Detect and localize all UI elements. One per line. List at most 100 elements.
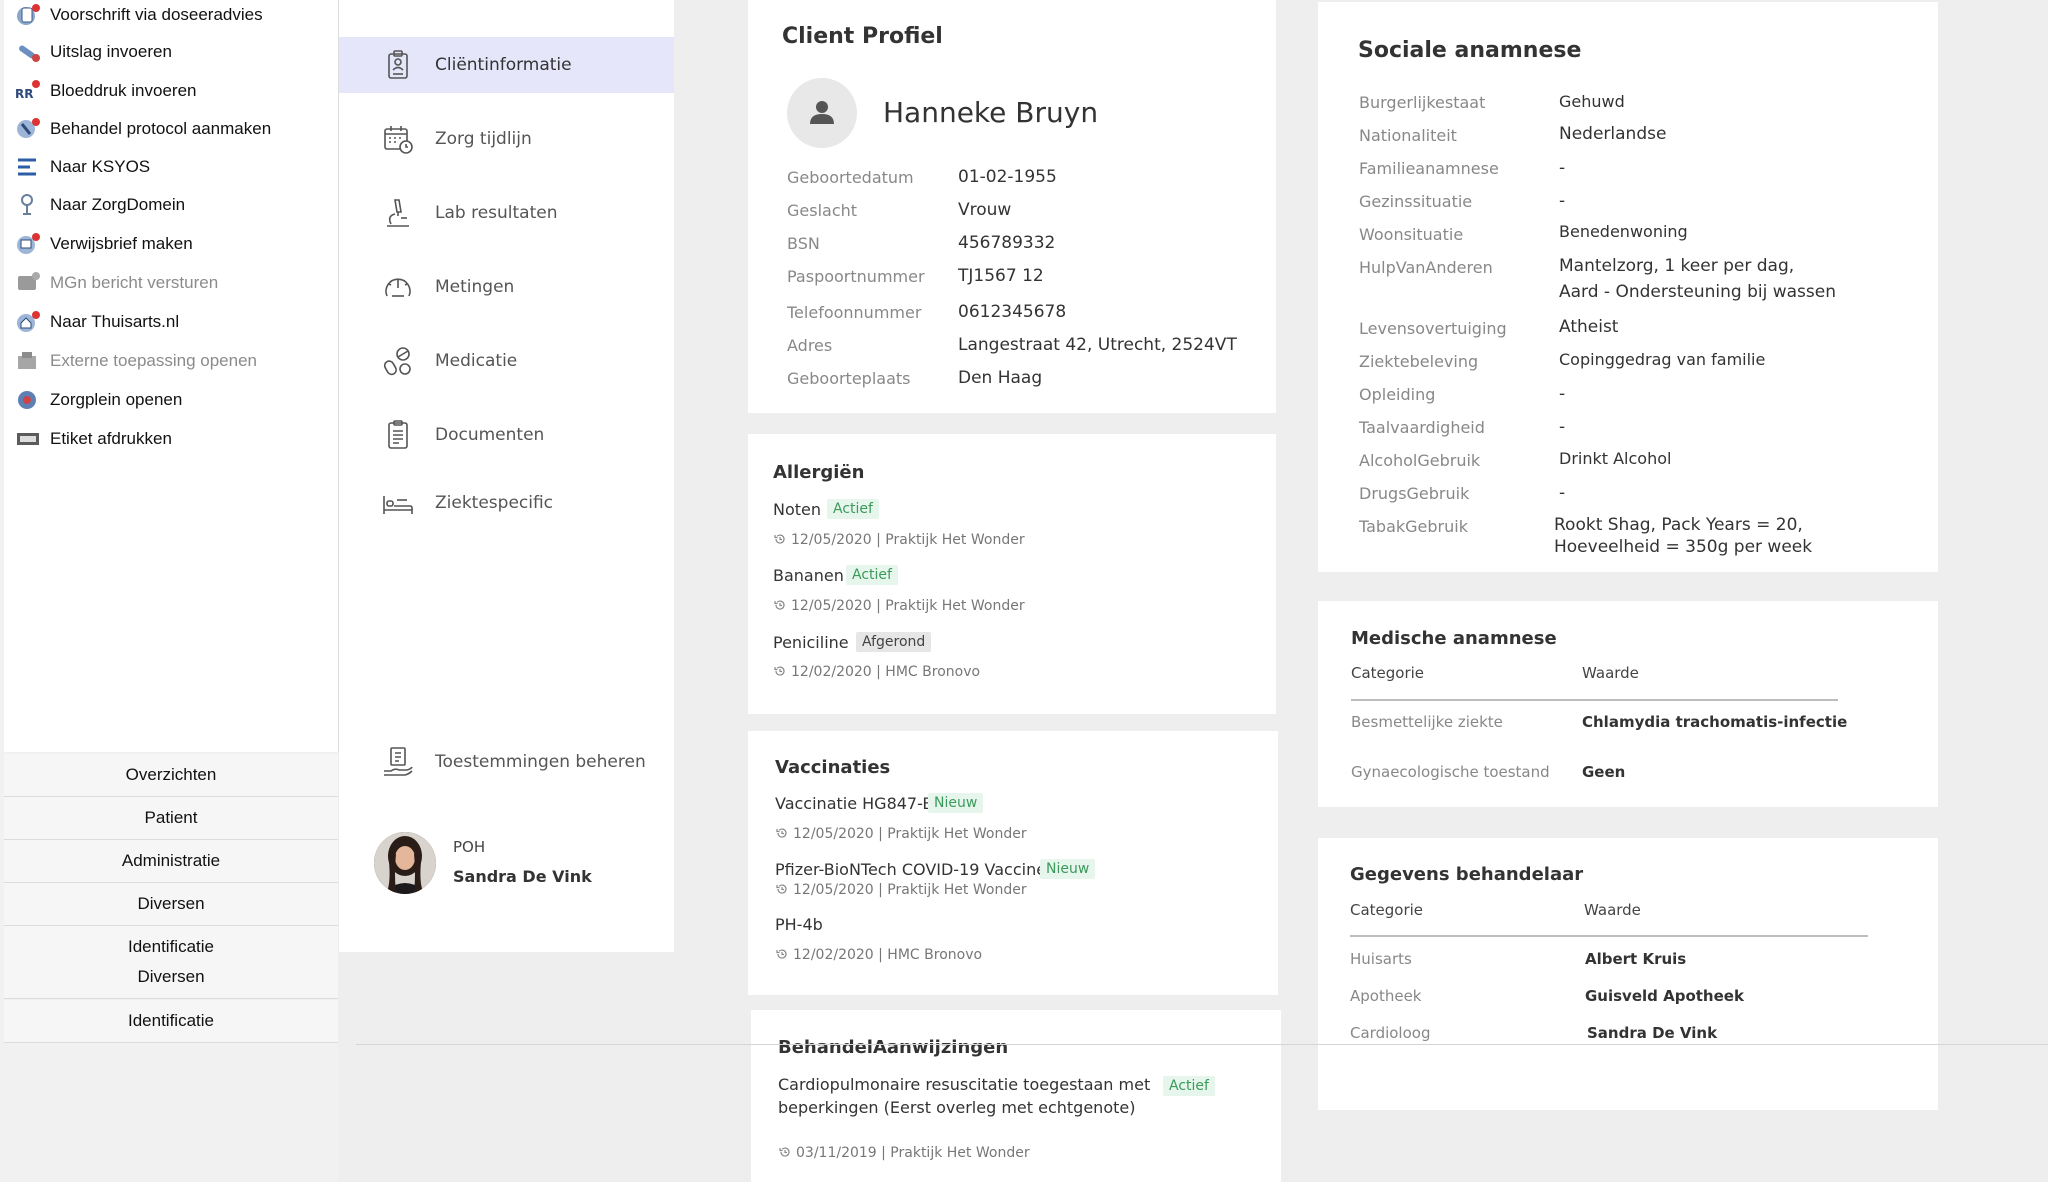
field-value-line2: Aard - Ondersteuning bij wassen — [1559, 282, 1836, 302]
field-value: Gehuwd — [1559, 92, 1625, 111]
menu-item-external-app[interactable]: Externe toepassing openen — [14, 346, 257, 376]
external-app-icon — [14, 348, 42, 374]
field-value: Drinkt Alcohol — [1559, 449, 1672, 468]
history-icon — [776, 828, 787, 838]
directive-meta: 03/11/2019 | Praktijk Het Wonder — [778, 1145, 1030, 1161]
field-label: Gezinssituatie — [1359, 192, 1473, 211]
history-icon — [774, 534, 785, 544]
menu-item-ksyos[interactable]: Naar KSYOS — [14, 152, 150, 182]
menu-item-lab-result[interactable]: Uitslag invoeren — [14, 37, 172, 67]
status-badge: Actief — [846, 565, 898, 585]
social-history-card: Sociale anamnese Burgerlijkestaat Gehuwd… — [1318, 2, 1938, 572]
history-icon — [779, 1147, 790, 1157]
field-value: Copinggedrag van familie — [1559, 350, 1766, 369]
field-label: DrugsGebruik — [1359, 484, 1470, 503]
medical-history-title: Medische anamnese — [1351, 628, 1557, 649]
medical-history-card: Medische anamnese Categorie Waarde Besme… — [1318, 601, 1938, 807]
print-label-icon — [14, 426, 42, 452]
allergy-meta: 12/02/2020 | HMC Bronovo — [773, 664, 980, 680]
menu-item-blood-pressure[interactable]: RR Bloeddruk invoeren — [14, 76, 196, 106]
menu-item-prescription[interactable]: Voorschrift via doseeradvies — [14, 0, 263, 30]
treatment-directives-card: BehandelAanwijzingen Cardiopulmonaire re… — [751, 1010, 1281, 1182]
directive-text-line2: beperkingen (Eerst overleg met echtgenot… — [778, 1098, 1136, 1117]
menu-item-print-label[interactable]: Etiket afdrukken — [14, 424, 172, 454]
protocol-icon — [14, 116, 42, 142]
zorgdomein-icon — [14, 192, 42, 218]
nav-item-metingen[interactable]: Metingen — [339, 259, 674, 315]
lab-result-icon — [14, 39, 42, 65]
menu-item-mgn-message[interactable]: MGn bericht versturen — [14, 268, 218, 298]
field-value: 01-02-1955 — [958, 167, 1057, 187]
menu-item-zorgdomein[interactable]: Naar ZorgDomein — [14, 190, 185, 220]
message-icon — [14, 270, 42, 296]
history-icon — [776, 884, 787, 894]
field-value: TJ1567 12 — [958, 266, 1044, 286]
nav-item-toestemmingen-beheren[interactable]: Toestemmingen beheren — [339, 734, 674, 790]
menu-item-zorgplein[interactable]: Zorgplein openen — [14, 385, 182, 415]
vaccination-meta: 12/05/2020 | Praktijk Het Wonder — [775, 882, 1027, 898]
field-value: - — [1559, 483, 1566, 503]
field-label: Burgerlijkestaat — [1359, 93, 1486, 112]
field-value: Benedenwoning — [1559, 222, 1688, 241]
consent-hand-icon — [381, 745, 415, 779]
field-value: 456789332 — [958, 233, 1056, 253]
table-cell-category: Besmettelijke ziekte — [1351, 713, 1503, 731]
pills-icon — [381, 344, 415, 378]
field-value: 0612345678 — [958, 302, 1067, 322]
field-value: Langestraat 42, Utrecht, 2524VT — [958, 335, 1237, 355]
status-badge: Actief — [1163, 1076, 1215, 1096]
table-divider — [1351, 699, 1838, 701]
treatment-directives-title: BehandelAanwijzingen — [778, 1037, 1009, 1058]
bottom-divider — [356, 1044, 2048, 1045]
vaccinations-card: Vaccinaties Vaccinatie HG847-B Nieuw 12/… — [748, 731, 1278, 995]
history-icon — [774, 600, 785, 610]
overzichten-button[interactable]: Overzichten — [4, 754, 338, 797]
field-label: Nationaliteit — [1359, 126, 1457, 145]
field-label: Telefoonnummer — [787, 303, 922, 322]
avatar[interactable] — [374, 832, 436, 894]
table-divider — [1350, 935, 1868, 937]
status-badge: Afgerond — [856, 632, 932, 652]
identificatie-button[interactable]: Identificatie — [4, 1000, 338, 1043]
nav-item-zorg-tijdlijn[interactable]: Zorg tijdlijn — [339, 111, 674, 167]
administratie-button[interactable]: Administratie — [4, 840, 338, 883]
directive-text-line1: Cardiopulmonaire resuscitatie toegestaan… — [778, 1075, 1151, 1094]
patient-button[interactable]: Patient — [4, 797, 338, 840]
table-cell-category: Cardioloog — [1350, 1024, 1431, 1042]
nav-item-ziektespecific[interactable]: Ziektespecific — [339, 475, 674, 531]
allergy-meta: 12/05/2020 | Praktijk Het Wonder — [773, 598, 1025, 614]
identificatie-diversen-button[interactable]: Identificatie Diversen — [4, 926, 338, 999]
field-value: - — [1559, 158, 1566, 178]
field-label: Levensovertuiging — [1359, 319, 1507, 338]
thuisarts-icon — [14, 309, 42, 335]
blood-pressure-icon: RR — [14, 78, 42, 104]
vaccinations-title: Vaccinaties — [775, 757, 891, 778]
menu-item-thuisarts[interactable]: Naar Thuisarts.nl — [14, 307, 179, 337]
menu-item-referral[interactable]: Verwijsbrief maken — [14, 229, 193, 259]
menu-item-protocol[interactable]: Behandel protocol aanmaken — [14, 114, 271, 144]
field-value: Mantelzorg, 1 keer per dag, — [1559, 256, 1795, 276]
nav-item-medicatie[interactable]: Medicatie — [339, 333, 674, 389]
field-label: BSN — [787, 234, 820, 253]
diversen-button[interactable]: Diversen — [4, 883, 338, 926]
clipboard-icon — [381, 48, 415, 82]
client-profile-title: Client Profiel — [782, 24, 943, 49]
table-cell-value: Sandra De Vink — [1587, 1024, 1718, 1042]
field-label: Familieanamnese — [1359, 159, 1499, 178]
referral-icon — [14, 231, 42, 257]
field-label: Woonsituatie — [1359, 225, 1464, 244]
nav-item-lab-resultaten[interactable]: Lab resultaten — [339, 185, 674, 241]
vaccination-meta: 12/05/2020 | Praktijk Het Wonder — [775, 826, 1027, 842]
prescription-icon — [14, 2, 42, 28]
nav-item-documenten[interactable]: Documenten — [339, 407, 674, 463]
field-label: Opleiding — [1359, 385, 1436, 404]
column-header-category: Categorie — [1350, 901, 1424, 919]
field-label: Paspoortnummer — [787, 267, 925, 286]
allergy-name: Peniciline — [773, 633, 849, 652]
column-header-value: Waarde — [1582, 664, 1639, 682]
document-icon — [381, 418, 415, 452]
vaccination-name: Pfizer-BioNTech COVID-19 Vaccine — [775, 860, 1047, 879]
status-badge: Nieuw — [928, 793, 984, 813]
nav-item-clientinformatie[interactable]: Cliëntinformatie — [339, 37, 674, 93]
table-cell-category: Huisarts — [1350, 950, 1412, 968]
